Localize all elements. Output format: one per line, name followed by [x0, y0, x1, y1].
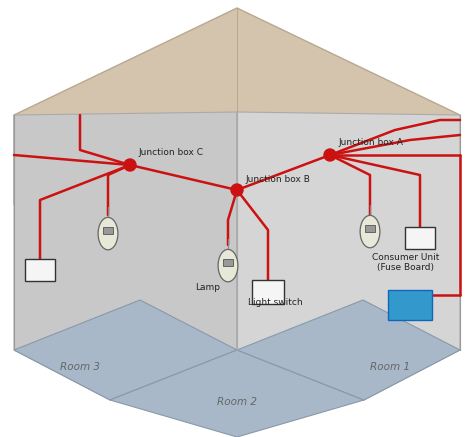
- Polygon shape: [237, 112, 460, 400]
- Polygon shape: [14, 8, 460, 205]
- Text: Junction box A: Junction box A: [338, 138, 403, 147]
- Ellipse shape: [360, 215, 380, 248]
- Text: Light switch: Light switch: [248, 298, 302, 307]
- Circle shape: [324, 149, 336, 161]
- Text: Room 3: Room 3: [60, 362, 100, 372]
- Text: Junction box B: Junction box B: [245, 175, 310, 184]
- Circle shape: [124, 159, 136, 171]
- FancyBboxPatch shape: [25, 259, 55, 281]
- FancyBboxPatch shape: [252, 280, 284, 304]
- Ellipse shape: [218, 250, 238, 282]
- Ellipse shape: [98, 217, 118, 250]
- Text: Junction box C: Junction box C: [138, 148, 203, 157]
- Text: Lamp: Lamp: [195, 283, 220, 292]
- Polygon shape: [14, 112, 237, 400]
- Bar: [102, 227, 113, 234]
- Text: Room 2: Room 2: [217, 397, 257, 407]
- FancyBboxPatch shape: [388, 290, 432, 320]
- Bar: [365, 225, 375, 232]
- FancyBboxPatch shape: [405, 227, 435, 249]
- Polygon shape: [110, 350, 364, 437]
- Polygon shape: [14, 300, 237, 400]
- Bar: [223, 259, 233, 266]
- Text: Consumer Unit
(Fuse Board): Consumer Unit (Fuse Board): [372, 253, 439, 272]
- Circle shape: [231, 184, 243, 196]
- Polygon shape: [237, 300, 460, 400]
- Text: Room 1: Room 1: [370, 362, 410, 372]
